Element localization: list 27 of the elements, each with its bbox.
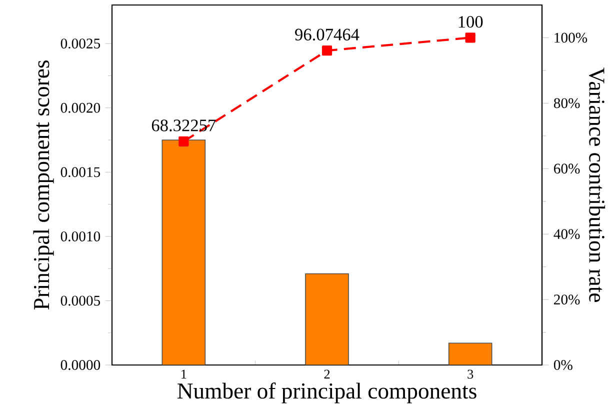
x-tick-label: 2 [324,370,330,379]
y2-tick-label: 20% [554,294,580,305]
point [322,46,332,56]
x-axis-title: Number of principal components [178,382,476,404]
x-tick-label: 3 [468,370,474,379]
data-label: 68.32257 [152,120,216,132]
y2-tick-label: 100% [554,32,588,43]
bar [448,342,492,365]
bar [162,140,206,365]
point [178,136,189,146]
y2-axis-title: Variance contribution rate [589,68,606,302]
bar [305,273,349,365]
y-tick-label: 0.0015 [60,167,100,178]
y-tick-label: 0.0005 [60,296,100,306]
y2-tick-label: 40% [554,229,580,240]
y2-tick-label: 60% [554,164,580,174]
y-axis-title: Principal component scores [33,60,54,310]
x-tick-label: 1 [182,370,186,379]
data-label: 100 [458,16,483,28]
y-tick-label: 0.0000 [60,360,100,370]
data-label: 96.07464 [295,28,360,41]
y-tick-label: 0.0010 [60,231,100,242]
y-tick-label: 0.0025 [60,38,100,49]
y2-tick-label: 0% [554,360,572,370]
y-tick-label: 0.0020 [60,102,100,113]
point [465,32,476,43]
y2-tick-label: 80% [554,98,580,108]
